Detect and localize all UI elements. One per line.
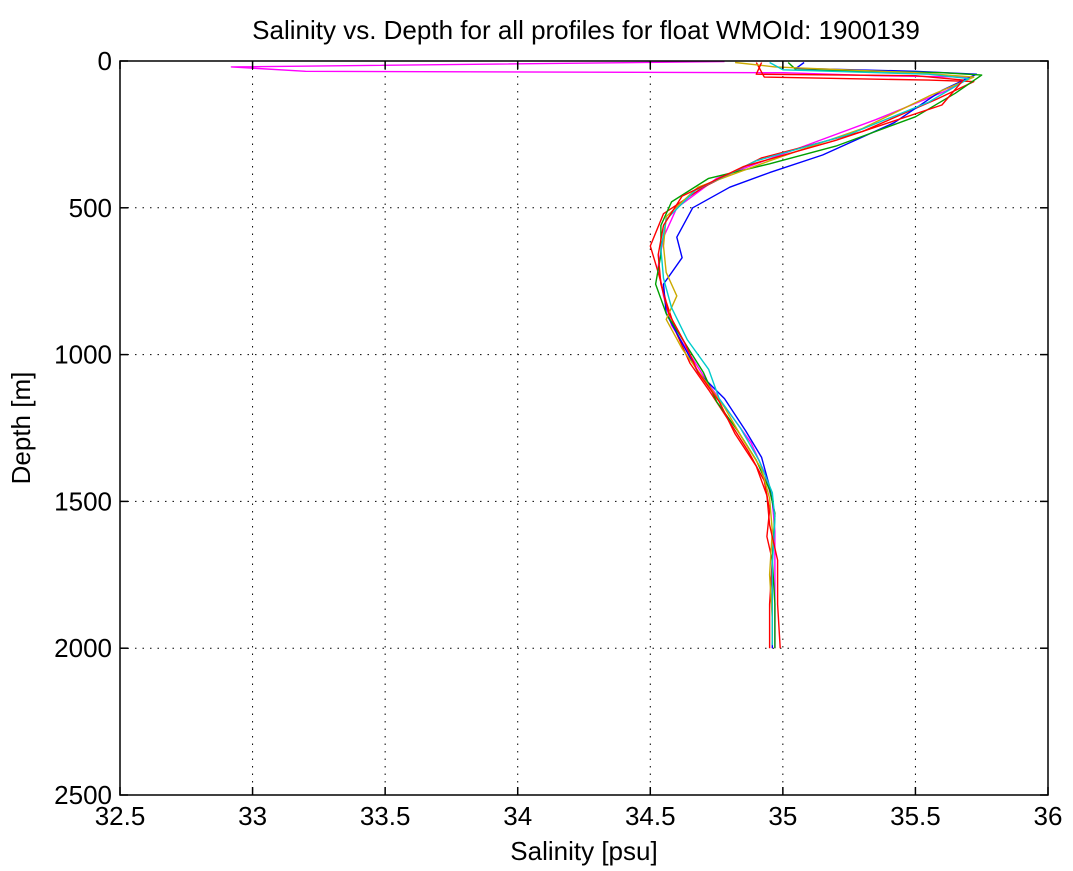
- x-tick-label: 36: [1034, 801, 1063, 831]
- y-tick-label: 2000: [54, 633, 112, 663]
- y-tick-label: 1500: [54, 486, 112, 516]
- x-tick-label: 32.5: [95, 801, 146, 831]
- salinity-profile-line-4: [654, 61, 983, 649]
- salinity-profile-line-1: [230, 60, 970, 649]
- data-series-group: [230, 60, 983, 649]
- x-tick-label: 35: [768, 801, 797, 831]
- y-tick-label: 0: [98, 46, 112, 76]
- y-tick-label: 500: [69, 193, 112, 223]
- x-axis-label: Salinity [psu]: [510, 836, 657, 866]
- axis-ticks: 32.5 33 33.5 34 34.5 35 35.5 36 0 500 1000 1500 2000…: [54, 46, 1062, 831]
- y-axis-label: Depth [m]: [6, 372, 36, 485]
- salinity-profile-line-6: [660, 61, 970, 646]
- y-tick-label: 1000: [54, 340, 112, 370]
- chart-title: Salinity vs. Depth for all profiles for …: [252, 15, 920, 45]
- salinity-profile-line-7: [657, 62, 964, 649]
- x-tick-label: 34.5: [625, 801, 676, 831]
- x-tick-label: 34: [503, 801, 532, 831]
- y-tick-label: 2500: [54, 780, 112, 810]
- x-tick-label: 35.5: [890, 801, 941, 831]
- plot-area-frame: [119, 60, 1049, 796]
- salinity-profile-line-5: [662, 61, 975, 643]
- x-tick-label: 33: [238, 801, 267, 831]
- grid-lines: [120, 61, 1048, 795]
- x-tick-label: 33.5: [360, 801, 411, 831]
